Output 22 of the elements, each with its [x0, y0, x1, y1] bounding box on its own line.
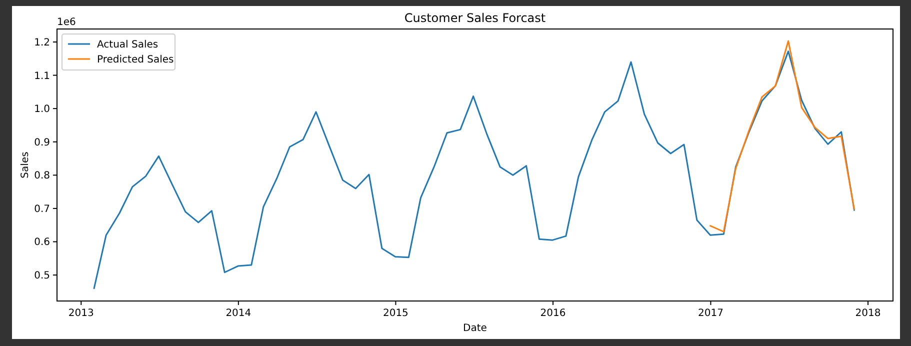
y-tick-label: 1.1: [34, 70, 50, 82]
y-tick-label: 0.8: [34, 170, 50, 182]
x-tick-label: 2014: [226, 308, 252, 319]
line-series: [710, 40, 855, 232]
y-tick-label: 1.0: [34, 104, 50, 116]
chart-title: Customer Sales Forcast: [404, 11, 546, 25]
y-tick-label: 0.7: [34, 204, 50, 215]
line-series: [93, 50, 855, 290]
y-axis-title: Sales: [20, 152, 31, 178]
x-axis-title: Date: [463, 323, 487, 334]
legend-label: Actual Sales: [97, 40, 158, 50]
y-tick-label: 0.9: [34, 137, 50, 148]
x-tick-label: 2013: [68, 308, 94, 319]
text: 1e6: [57, 17, 76, 28]
y-tick-label: 0.6: [34, 237, 50, 248]
x-tick-label: 2016: [540, 308, 566, 319]
y-tick-label: 1.2: [34, 37, 50, 48]
legend-label: Predicted Sales: [97, 54, 174, 66]
x-tick-label: 2017: [698, 308, 724, 319]
x-tick-label: 2015: [382, 308, 408, 319]
x-tick-label: 2018: [855, 308, 881, 319]
y-tick-label: 0.5: [34, 270, 50, 282]
